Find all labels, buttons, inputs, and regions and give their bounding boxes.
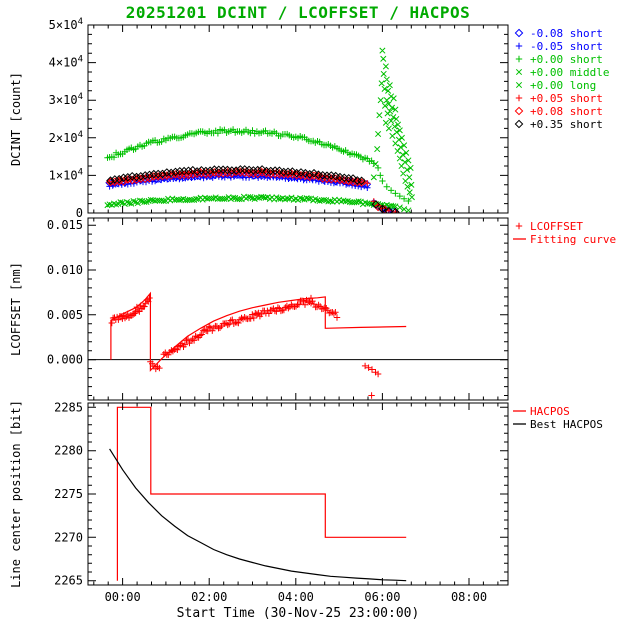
- series-markers: [206, 310, 261, 334]
- panel-frame: [87, 217, 509, 401]
- panel-frame: [87, 24, 509, 214]
- legend-label: -0.08 short: [530, 27, 603, 40]
- legend-label: +0.00 long: [530, 79, 596, 92]
- x-tick-label: 08:00: [451, 590, 487, 604]
- legend-x-icon: [515, 68, 523, 76]
- series-layer: [108, 291, 407, 399]
- y-ticks: [88, 406, 508, 582]
- series-Fitting-curve: [110, 291, 407, 372]
- y-tick-label: 2×104: [49, 130, 83, 145]
- legend-plus-icon: [515, 55, 523, 63]
- series-+0.35-short: [106, 165, 400, 213]
- series-markers: [160, 323, 213, 358]
- y-ticks: [88, 224, 508, 396]
- legend-label: +0.08 short: [530, 105, 603, 118]
- x-ticks: [93, 25, 499, 213]
- x-tick-label: 04:00: [278, 590, 314, 604]
- series-markers: [104, 193, 399, 210]
- legend-label: LCOFFSET: [530, 220, 583, 233]
- series-markers: [104, 126, 377, 167]
- series-+0.08-short: [106, 167, 389, 213]
- y-tick-label: 3×104: [49, 92, 83, 107]
- series-line: [109, 448, 407, 582]
- series-line: [110, 291, 407, 372]
- y-tick-label: 4×104: [49, 55, 83, 70]
- series-markers: [370, 47, 415, 201]
- legend-label: +0.35 short: [530, 118, 603, 131]
- legend-plus-icon: [515, 94, 523, 102]
- legend-diamond-icon: [514, 106, 524, 116]
- y-tick-label: 0.010: [47, 263, 83, 277]
- series-markers: [253, 294, 315, 320]
- series-markers: [106, 167, 366, 187]
- y-tick-label: 0.000: [47, 353, 83, 367]
- y-tick-label: 2285: [54, 400, 83, 414]
- y-tick-label: 5×104: [49, 17, 83, 32]
- legend-DCINT: -0.08 short-0.05 short+0.00 short+0.00 m…: [514, 27, 609, 131]
- legend-label: Fitting curve: [530, 233, 616, 246]
- panel-DCINT: 0 1×104 2×104 3×104 4×104 5×104: [49, 17, 509, 220]
- x-ticks: [93, 218, 499, 400]
- y-tick-label: 2280: [54, 444, 83, 458]
- legend-label: HACPOS: [530, 405, 570, 418]
- legend-label: +0.00 short: [530, 53, 603, 66]
- series-line: [116, 406, 407, 581]
- x-axis-label: Start Time (30-Nov-25 23:00:00): [176, 606, 420, 621]
- y-tick-label: 0.015: [47, 218, 83, 232]
- series-markers: [396, 204, 412, 213]
- legend-label: -0.05 short: [530, 40, 603, 53]
- series-markers: [106, 165, 366, 186]
- series-+0.00-short: [104, 126, 412, 205]
- legend-diamond-icon: [514, 28, 524, 38]
- legend-diamond-icon: [514, 119, 524, 129]
- y-tick-label: 0.005: [47, 308, 83, 322]
- panel-HACPOS: 2265 2270 2275 2280 2285: [54, 400, 509, 588]
- series-markers: [307, 297, 341, 321]
- legend-plus-icon: [515, 222, 523, 230]
- panel-LCOFFSET: 0.000 0.005 0.010 0.015: [47, 217, 509, 401]
- series-markers: [361, 362, 382, 399]
- x-ticks: [93, 403, 499, 585]
- y-ticks: [88, 24, 508, 214]
- series-markers: [108, 309, 139, 327]
- chart-title: 20251201 DCINT / LCOFFSET / HACPOS: [125, 3, 471, 22]
- y-tick-label: 2270: [54, 530, 83, 544]
- y-tick-label: 0: [76, 206, 83, 220]
- legend-label: +0.00 middle: [530, 66, 609, 79]
- series-Best-HACPOS: [109, 448, 407, 582]
- legend-label: Best HACPOS: [530, 418, 603, 431]
- series-HACPOS: [116, 406, 407, 581]
- y-tick-label: 2265: [54, 574, 83, 588]
- y-tick-label: 1×104: [49, 167, 83, 182]
- series-markers: [374, 164, 412, 205]
- x-tick-label: 00:00: [105, 590, 141, 604]
- series-+0.00-middle: [370, 47, 415, 201]
- series-+0.00-long: [104, 193, 412, 213]
- series-markers: [132, 294, 153, 315]
- x-tick-label: 06:00: [364, 590, 400, 604]
- series-layer: [109, 406, 407, 582]
- series-layer: [104, 47, 415, 213]
- x-tick-label: 02:00: [191, 590, 227, 604]
- legend-plus-icon: [515, 42, 523, 50]
- legend-label: +0.05 short: [530, 92, 603, 105]
- legend-x-icon: [515, 81, 523, 89]
- y-tick-label: 2275: [54, 487, 83, 501]
- series-LCOFFSET: [108, 294, 382, 399]
